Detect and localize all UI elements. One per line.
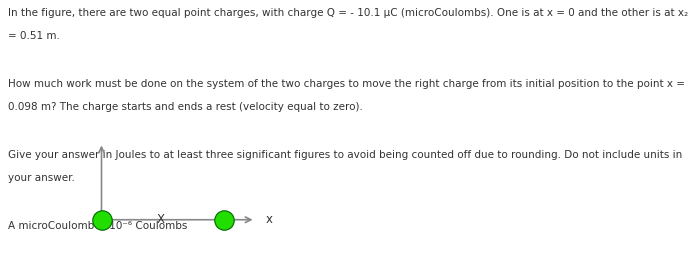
Text: X: X	[157, 213, 165, 226]
Text: A microCoulomb is 10⁻⁶ Coulombs: A microCoulomb is 10⁻⁶ Coulombs	[8, 221, 188, 231]
Text: In the figure, there are two equal point charges, with charge Q = - 10.1 μC (mic: In the figure, there are two equal point…	[8, 8, 689, 18]
Text: x: x	[266, 213, 273, 226]
Text: Give your answer in Joules to at least three significant figures to avoid being : Give your answer in Joules to at least t…	[8, 150, 682, 160]
Text: How much work must be done on the system of the two charges to move the right ch: How much work must be done on the system…	[8, 79, 685, 89]
Text: 0.098 m? The charge starts and ends a rest (velocity equal to zero).: 0.098 m? The charge starts and ends a re…	[8, 102, 363, 112]
Text: your answer.: your answer.	[8, 173, 76, 183]
Text: = 0.51 m.: = 0.51 m.	[8, 31, 60, 41]
